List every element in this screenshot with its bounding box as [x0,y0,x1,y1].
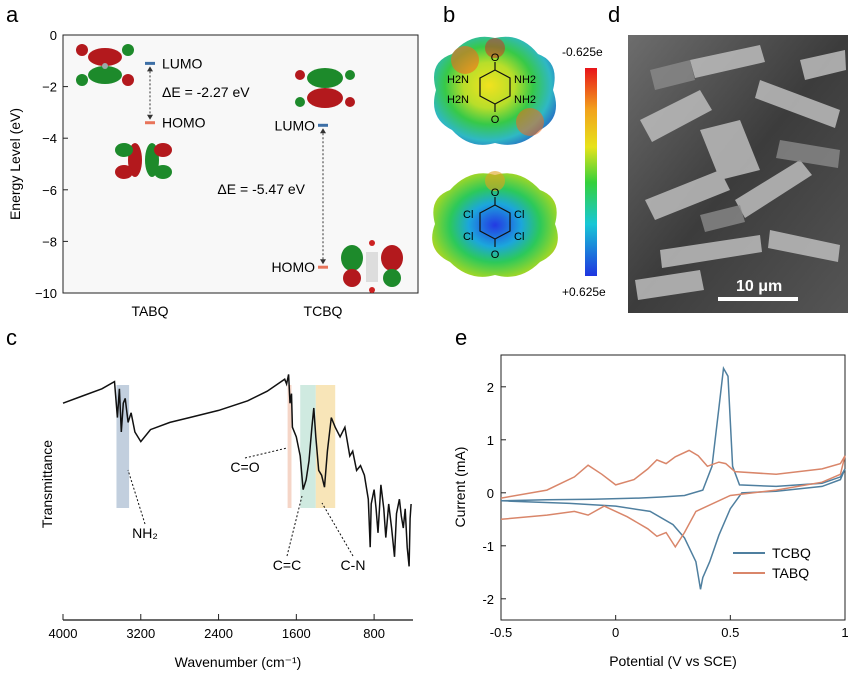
annotation-arrow [244,447,288,459]
colorbar-bottom-label: +0.625e [562,285,606,299]
tabq-sub-3: H2N [447,94,469,106]
ftir-highlight-band [315,385,336,508]
annotation-label: C=C [273,557,301,573]
panel-letter-b: b [443,2,455,27]
panel-e-xlabel: Potential (V vs SCE) [609,653,737,669]
panel-c-highlight-bands [116,385,336,508]
homo-label: HOMO [162,115,206,131]
tcbq-esp-surface: O O Cl Cl Cl Cl [432,171,558,277]
gap-label: ΔE = -5.47 eV [217,181,305,197]
annotation-label: C-N [341,557,366,573]
tcbq-lumo-orbital-image [295,68,355,108]
gap-arrow-head [320,128,326,134]
panel-e-legend: TCBQ TABQ [733,545,811,581]
ftir-highlight-band [300,385,316,508]
tabq-sub-2: NH2 [514,74,536,86]
esp-colorbar [585,68,597,276]
ftir-spectrum-line [62,374,412,567]
panel-c-ftir: 4000 3200 2400 1600 800 Wavenumber (cm⁻¹) Tr… [39,374,413,670]
panel-e-ytick-label: 1 [487,433,494,448]
panel-c-ylabel: Transmittance [39,440,55,528]
colorbar-top-label: -0.625e [562,45,603,59]
tcbq-sub-3: Cl [463,231,473,243]
panel-e-xtick-label: -0.5 [490,625,512,640]
tabq-sub-1: H2N [447,74,469,86]
legend-label: TCBQ [772,545,811,561]
panel-a-ytick-label: −4 [42,131,57,146]
panel-e-cv: -0.5 0 0.5 1 2 1 0 -1 -2 Potential (V vs SCE) Cu… [452,354,849,669]
panel-e-ytick-label: 0 [487,486,494,501]
tcbq-sub-1: Cl [463,209,473,221]
panel-letter-d: d [608,2,620,27]
panel-e-xtick-label: 0.5 [721,625,739,640]
panel-c-annotations: NH₂ C=O C=C C-N [127,447,366,573]
panel-d-sem-image: 10 μm [628,35,848,313]
panel-e-xtick-label: 1 [841,625,848,640]
sem-crystals [635,45,846,300]
annotation-label: NH₂ [132,525,158,541]
panel-e-ytick-label: -2 [482,592,494,607]
panel-a-energy-levels: Energy Level (eV) 0−2−4−6−8−10 TABQ TCBQ … [7,28,419,319]
panel-c-xtick-label: 800 [363,626,385,641]
gap-label: ΔE = -2.27 eV [162,84,250,100]
tabq-esp-surface: O O H2N NH2 H2N NH2 [434,36,557,145]
panel-c-xtick-label: 4000 [49,626,78,641]
tcbq-sub-4: Cl [514,231,524,243]
tcbq-sub-2: Cl [514,209,524,221]
panel-letter-a: a [6,2,19,27]
panel-a-levels: LUMO HOMO ΔE = -2.27 eV LUMO HOMO ΔE = -5.47 … [145,55,328,275]
panel-e-series [500,365,846,590]
panel-letter-c: c [6,325,17,350]
panel-e-xtick-label: 0 [612,625,619,640]
panel-a-ytick-label: −10 [35,286,57,301]
panel-letter-e: e [455,325,467,350]
tcbq-homo-orbital-image [341,240,403,293]
lumo-label: LUMO [162,55,203,71]
lumo-label: LUMO [275,117,316,133]
panel-c-xtick-label: 2400 [204,626,233,641]
ftir-highlight-band [287,385,292,508]
annotation-arrow [127,469,146,525]
panel-c-xlabel: Wavenumber (cm⁻¹) [175,654,302,670]
panel-c-xticks: 4000 3200 2400 1600 800 [49,614,385,641]
gap-arrow-head [147,66,153,72]
panel-c-xtick-label: 1600 [282,626,311,641]
panel-e-ytick-label: -1 [482,539,494,554]
annotation-arrow [321,502,354,557]
homo-label: HOMO [271,259,315,275]
panel-a-category-label: TCBQ [304,303,343,319]
panel-b-esp-maps: O O H2N NH2 H2N NH2 O O Cl Cl Cl Cl -0.6… [432,36,606,299]
panel-e-plot-frame [500,354,846,621]
panel-a-ytick-label: −6 [42,183,57,198]
legend-label: TABQ [772,565,809,581]
cv-series-tabq [500,449,846,549]
ftir-highlight-band [116,385,130,508]
gap-arrow-head [320,259,326,265]
panel-a-ytick-label: 0 [50,28,57,43]
panel-a-ytick-label: −8 [42,234,57,249]
cv-series-tcbq [500,365,846,590]
tabq-lumo-orbital-image [76,44,134,86]
tcbq-carbonyl-top: O [491,187,500,199]
panel-a-categories: TABQ TCBQ [131,303,342,319]
panel-a-yticks: 0 −2 −4 −6 −8 −10 [35,28,68,301]
tabq-carbonyl-bottom: O [491,114,500,126]
gap-arrow-head [147,114,153,120]
tabq-sub-4: NH2 [514,94,536,106]
tcbq-carbonyl-bottom: O [491,249,500,261]
annotation-label: C=O [230,459,259,475]
tabq-carbonyl-top: O [491,52,500,64]
panel-e-ytick-label: 2 [487,380,494,395]
panel-a-ytick-label: −2 [42,80,57,95]
tabq-homo-orbital-image [115,143,172,179]
sem-scale-bar-label: 10 μm [736,278,782,295]
panel-c-xtick-label: 3200 [126,626,155,641]
panel-e-ylabel: Current (mA) [452,447,468,528]
panel-a-category-label: TABQ [131,303,168,319]
panel-e-ticks: -0.5 0 0.5 1 2 1 0 -1 -2 [482,380,848,640]
panel-a-ylabel: Energy Level (eV) [7,108,23,220]
